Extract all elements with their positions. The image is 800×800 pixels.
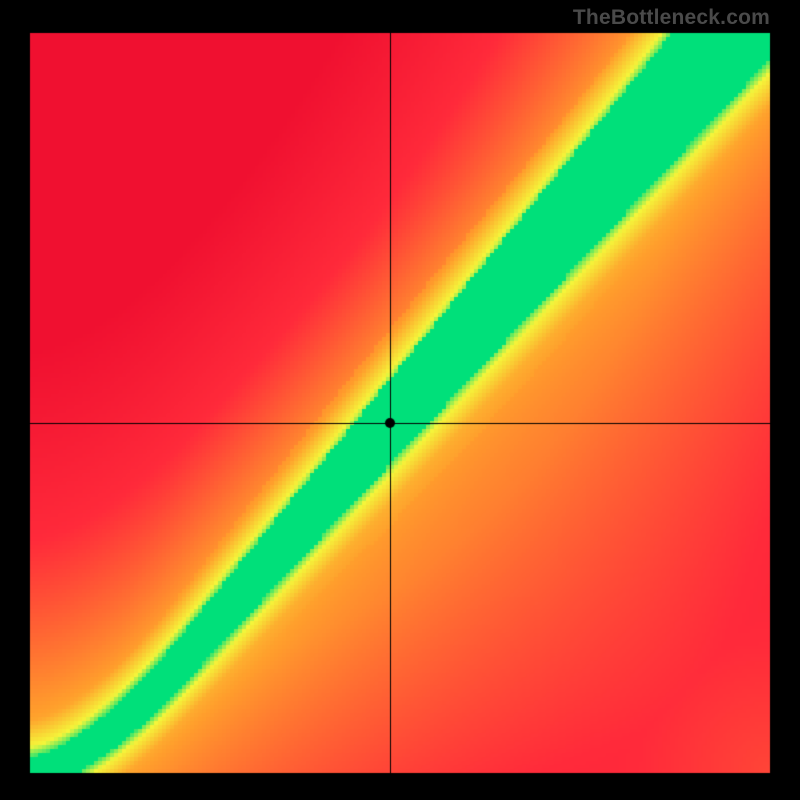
watermark-text: TheBottleneck.com <box>573 6 770 30</box>
bottleneck-heatmap <box>0 0 800 800</box>
chart-container: { "meta": { "watermark_text": "TheBottle… <box>0 0 800 800</box>
